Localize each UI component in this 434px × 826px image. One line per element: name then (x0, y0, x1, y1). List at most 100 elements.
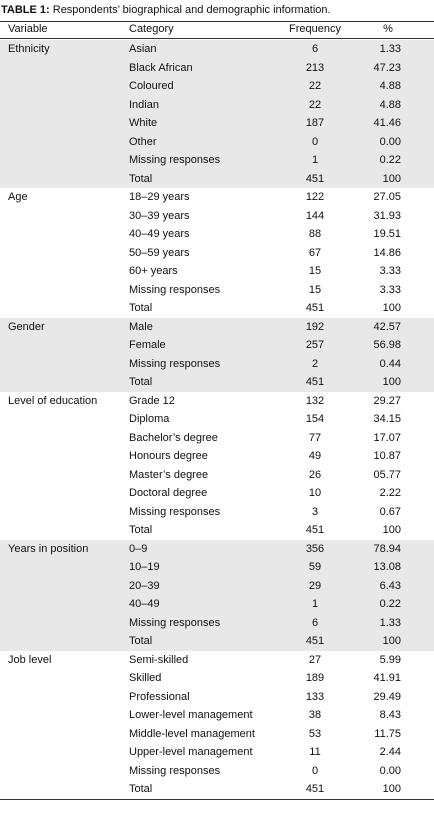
frequency-cell: 59 (308, 561, 322, 573)
frequency-cell: 15 (308, 283, 322, 296)
percent-cell: 100 (382, 635, 401, 647)
frequency-cell: 67 (308, 246, 322, 259)
category-cell: Master’s degree (129, 468, 209, 481)
percent-cell: 56.98 (373, 339, 401, 351)
rule (0, 38, 434, 39)
category-cell: Professional (129, 690, 190, 703)
category-cell: White (129, 117, 158, 129)
percent-cell: 2.22 (379, 487, 401, 499)
variable-cell: Years in position (8, 542, 89, 555)
percent-cell: 29.49 (373, 690, 401, 703)
frequency-cell: 27 (308, 653, 322, 666)
header-cell: % (383, 23, 393, 35)
category-cell: Total (129, 635, 153, 647)
percent-cell: 0.22 (379, 154, 401, 166)
frequency-cell: 451 (305, 376, 325, 388)
frequency-cell: 187 (305, 117, 325, 129)
frequency-cell: 451 (305, 635, 325, 647)
percent-cell: 2.44 (379, 746, 401, 758)
category-cell: Missing responses (129, 154, 221, 166)
category-cell: Semi-skilled (129, 653, 189, 666)
frequency-cell: 22 (308, 98, 322, 111)
category-cell: 0–9 (129, 542, 148, 555)
percent-cell: 29.27 (373, 394, 401, 407)
frequency-cell: 77 (308, 431, 322, 444)
frequency-cell: 22 (308, 80, 322, 92)
frequency-cell: 133 (305, 690, 325, 703)
frequency-cell: 451 (305, 172, 325, 185)
category-cell: Upper-level management (129, 746, 253, 758)
percent-cell: 0.22 (379, 598, 401, 610)
percent-cell: 31.93 (373, 209, 401, 222)
frequency-cell: 2 (311, 357, 319, 370)
category-cell: Total (129, 783, 153, 795)
category-cell: Bachelor’s degree (129, 431, 218, 444)
percent-cell: 41.46 (373, 117, 401, 129)
frequency-cell: 6 (311, 43, 319, 55)
frequency-cell: 451 (305, 524, 325, 536)
percent-cell: 19.51 (373, 228, 401, 240)
percent-cell: 10.87 (373, 450, 401, 462)
percent-cell: 4.88 (379, 80, 401, 92)
percent-cell: 1.33 (379, 616, 401, 629)
category-cell: Asian (129, 43, 157, 55)
category-cell: Black African (129, 61, 193, 74)
category-cell: 20–39 (129, 579, 160, 592)
category-cell: Total (129, 376, 153, 388)
title-text: Respondents’ biographical and demographi… (52, 4, 331, 16)
variable-cell: Job level (8, 653, 52, 666)
category-cell: Total (129, 302, 153, 314)
percent-cell: 41.91 (373, 672, 401, 684)
percent-cell: 0.00 (379, 764, 401, 777)
frequency-cell: 144 (305, 209, 325, 222)
percent-cell: 0.44 (379, 357, 401, 370)
frequency-cell: 26 (308, 468, 322, 481)
category-cell: Female (129, 339, 166, 351)
percent-cell: 17.07 (373, 431, 401, 444)
percent-cell: 47.23 (373, 61, 401, 74)
frequency-cell: 189 (305, 672, 325, 684)
percent-cell: 3.33 (379, 265, 401, 277)
frequency-cell: 213 (305, 61, 325, 74)
rule (0, 21, 434, 22)
percent-cell: 0.67 (379, 505, 401, 518)
frequency-cell: 451 (305, 783, 325, 795)
frequency-cell: 192 (305, 320, 325, 333)
category-cell: Other (129, 135, 157, 148)
percent-cell: 42.57 (373, 320, 401, 333)
percent-cell: 78.94 (373, 542, 401, 555)
frequency-cell: 53 (308, 727, 322, 740)
percent-cell: 5.99 (379, 653, 401, 666)
percent-cell: 100 (382, 524, 401, 536)
frequency-cell: 10 (308, 487, 322, 499)
category-cell: 40–49 (129, 598, 160, 610)
category-cell: Grade 12 (129, 394, 175, 407)
percent-cell: 11.75 (374, 727, 401, 740)
category-cell: Total (129, 172, 153, 185)
category-cell: 30–39 years (129, 209, 190, 222)
variable-cell: Level of education (8, 394, 98, 407)
group-band (0, 40, 434, 188)
category-cell: Missing responses (129, 616, 221, 629)
frequency-cell: 38 (308, 709, 322, 721)
percent-cell: 100 (382, 302, 401, 314)
percent-cell: 100 (382, 376, 401, 388)
percent-cell: 05.77 (373, 468, 401, 481)
group-band (0, 539, 434, 651)
frequency-cell: 3 (311, 505, 319, 518)
title-label: TABLE 1: (1, 4, 50, 16)
percent-cell: 14.86 (373, 246, 401, 259)
frequency-cell: 0 (311, 764, 319, 777)
frequency-cell: 6 (311, 616, 319, 629)
title: TABLE 1: Respondents’ biographical and d… (1, 3, 331, 17)
category-cell: 18–29 years (129, 191, 190, 203)
category-cell: Middle-level management (129, 727, 255, 740)
frequency-cell: 356 (305, 542, 325, 555)
percent-cell: 34.15 (373, 413, 401, 425)
frequency-cell: 154 (305, 413, 325, 425)
category-cell: 40–49 years (129, 228, 190, 240)
percent-cell: 27.05 (373, 191, 401, 203)
frequency-cell: 1 (311, 598, 319, 610)
frequency-cell: 0 (311, 135, 319, 148)
